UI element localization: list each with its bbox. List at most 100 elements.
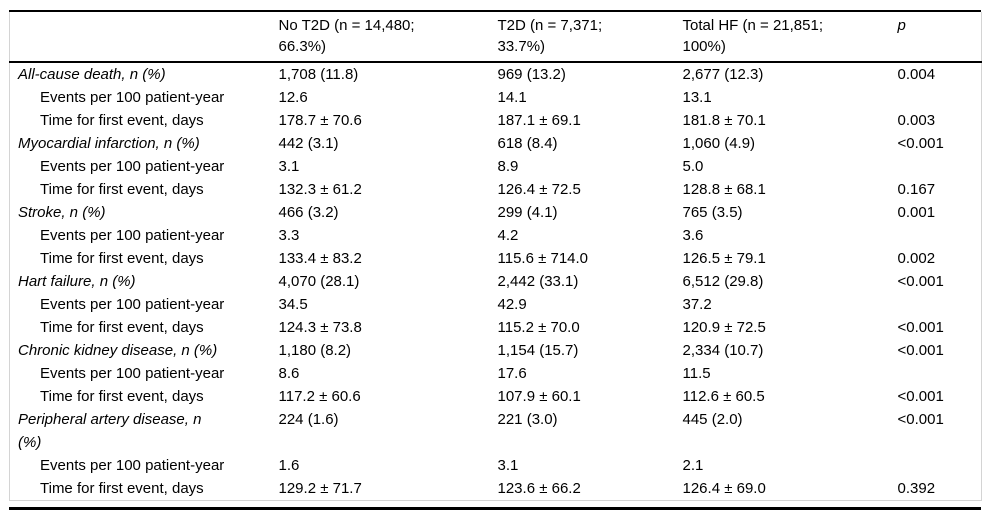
cell-t2d-value: 107.9 ± 60.1 [497, 388, 581, 405]
row-label-line: Time for first event, days [40, 250, 204, 267]
header-label: 100%) [682, 38, 726, 55]
table-row: Events per 100 patient-year 12.6 14.1 13… [10, 86, 982, 109]
table-row: Chronic kidney disease, n (%) 1,180 (8.2… [10, 339, 982, 362]
table-body: All-cause death, n (%) 1,708 (11.8) 969 … [10, 62, 982, 501]
cell-no-t2d-value: 3.1 [278, 158, 300, 175]
row-label: Events per 100 patient-year [10, 155, 271, 178]
row-label: All-cause death, n (%) [10, 62, 271, 86]
cell-t2d-value: 8.9 [497, 158, 519, 175]
cell-no-t2d-value: 8.6 [278, 365, 300, 382]
cell-t2d-value: 187.1 ± 69.1 [497, 112, 581, 129]
table-row: Time for first event, days 133.4 ± 83.2 … [10, 247, 982, 270]
row-label-line: Time for first event, days [40, 480, 204, 497]
row-label-line: Time for first event, days [40, 388, 204, 405]
row-label: Events per 100 patient-year [10, 86, 271, 109]
table-row: Events per 100 patient-year 3.1 8.9 5.0 [10, 155, 982, 178]
header-label: No T2D (n = 14,480; [278, 17, 415, 34]
cell-p-value: 0.001 [897, 204, 936, 221]
cell-p-value [890, 293, 982, 316]
cell-total-hf-value: 5.0 [682, 158, 704, 175]
cell-p-value [890, 86, 982, 109]
row-label: Myocardial infarction, n (%) [10, 132, 271, 155]
cell-total-hf-value: 11.5 [682, 365, 711, 382]
row-label: Time for first event, days [10, 316, 271, 339]
cell-t2d-value: 1,154 (15.7) [497, 342, 579, 359]
row-label-line: Stroke, n (%) [18, 204, 106, 221]
cell-t2d-value: 17.6 [497, 365, 527, 382]
cell-total-hf-value: 3.6 [682, 227, 704, 244]
row-label-line: Myocardial infarction, n (%) [18, 135, 200, 152]
row-label: Chronic kidney disease, n (%) [10, 339, 271, 362]
cell-no-t2d-value: 1.6 [278, 457, 300, 474]
cell-p-value [890, 362, 982, 385]
table-row: Hart failure, n (%) 4,070 (28.1) 2,442 (… [10, 270, 982, 293]
cell-total-hf-value: 126.4 ± 69.0 [682, 480, 766, 497]
cell-no-t2d-value: 124.3 ± 73.8 [278, 319, 362, 336]
cell-t2d-value: 618 (8.4) [497, 135, 558, 152]
cell-no-t2d-value: 117.2 ± 60.6 [278, 388, 361, 405]
cell-no-t2d-value: 442 (3.1) [278, 135, 339, 152]
cell-total-hf-value: 112.6 ± 60.5 [682, 388, 765, 405]
cell-t2d-value: 969 (13.2) [497, 66, 566, 83]
cell-total-hf-value: 126.5 ± 79.1 [682, 250, 766, 267]
row-label-line: Time for first event, days [40, 181, 204, 198]
cell-no-t2d-value: 1,708 (11.8) [278, 66, 359, 83]
row-label: Time for first event, days [10, 477, 271, 501]
cell-p-value: 0.392 [897, 480, 936, 497]
cell-p-value: <0.001 [897, 135, 944, 152]
row-label-line: Chronic kidney disease, n (%) [18, 342, 218, 359]
cell-total-hf-value: 2,677 (12.3) [682, 66, 764, 83]
cell-total-hf-value: 13.1 [682, 89, 712, 106]
row-label: Time for first event, days [10, 247, 271, 270]
row-label-line: Events per 100 patient-year [40, 457, 225, 474]
header-label: Total HF (n = 21,851; [682, 17, 824, 34]
column-header-p-value: p [889, 12, 982, 63]
header-label: 33.7%) [497, 38, 546, 55]
row-label-line: Hart failure, n (%) [18, 273, 136, 290]
row-label: Stroke, n (%) [10, 201, 271, 224]
table-header: No T2D (n = 14,480; 66.3%) T2D (n = 7,37… [9, 12, 982, 63]
row-label-line: All-cause death, n (%) [18, 66, 166, 83]
row-label: Events per 100 patient-year [10, 454, 271, 477]
cell-p-value [890, 454, 982, 477]
table-row: Time for first event, days 117.2 ± 60.6 … [10, 385, 982, 408]
cell-t2d-value: 3.1 [497, 457, 519, 474]
row-label: Hart failure, n (%) [10, 270, 271, 293]
header-row: No T2D (n = 14,480; 66.3%) T2D (n = 7,37… [9, 12, 982, 63]
cell-p-value [890, 224, 982, 247]
row-label: Time for first event, days [10, 109, 271, 132]
cell-p-value: <0.001 [897, 411, 944, 428]
cell-total-hf-value: 2.1 [682, 457, 704, 474]
cell-p-value: 0.002 [897, 250, 936, 267]
cell-t2d-value: 299 (4.1) [497, 204, 558, 221]
cell-total-hf-value: 120.9 ± 72.5 [682, 319, 766, 336]
row-label: Time for first event, days [10, 178, 271, 201]
header-label: 66.3%) [278, 38, 327, 55]
row-label-line: Events per 100 patient-year [40, 227, 225, 244]
cell-p-value: 0.004 [897, 66, 936, 83]
cell-total-hf-value: 181.8 ± 70.1 [682, 112, 766, 129]
cell-total-hf-value: 37.2 [682, 296, 712, 313]
cell-total-hf-value: 6,512 (29.8) [682, 273, 764, 290]
row-label-line: Events per 100 patient-year [40, 365, 225, 382]
cell-t2d-value: 14.1 [497, 89, 527, 106]
cell-no-t2d-value: 12.6 [278, 89, 308, 106]
cell-total-hf-value: 128.8 ± 68.1 [682, 181, 766, 198]
column-header-outcome [9, 12, 271, 63]
cell-t2d-value: 42.9 [497, 296, 527, 313]
cell-total-hf-value: 1,060 (4.9) [682, 135, 756, 152]
cell-p-value: <0.001 [897, 319, 944, 336]
table-row: Events per 100 patient-year 8.6 17.6 11.… [10, 362, 982, 385]
table-row: Time for first event, days 132.3 ± 61.2 … [10, 178, 982, 201]
cell-no-t2d-value: 132.3 ± 61.2 [278, 181, 362, 198]
outcomes-table: No T2D (n = 14,480; 66.3%) T2D (n = 7,37… [9, 10, 982, 510]
cell-no-t2d-value: 1,180 (8.2) [278, 342, 352, 359]
cell-no-t2d-value: 3.3 [278, 227, 300, 244]
row-label: Events per 100 patient-year [10, 362, 271, 385]
row-label-line: Events per 100 patient-year [40, 89, 225, 106]
row-label-line: Time for first event, days [40, 319, 204, 336]
cell-no-t2d-value: 4,070 (28.1) [278, 273, 360, 290]
cell-total-hf-value: 765 (3.5) [682, 204, 743, 221]
row-label-line: Peripheral artery disease, n [18, 411, 202, 428]
row-label-line: Events per 100 patient-year [40, 158, 225, 175]
